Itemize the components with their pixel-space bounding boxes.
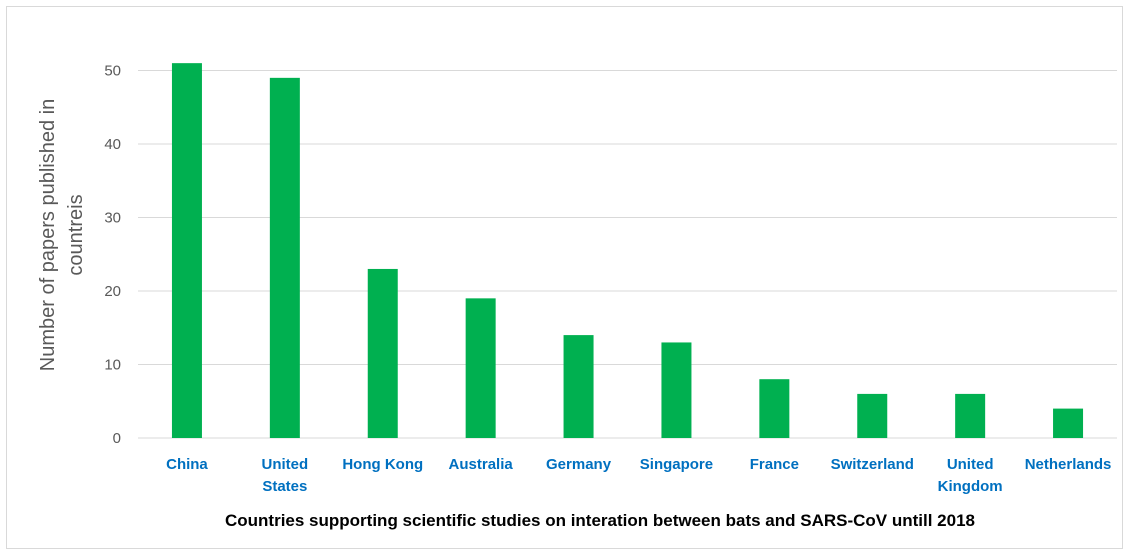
y-axis-title: Number of papers published in countreis xyxy=(37,99,87,371)
bar xyxy=(269,77,300,438)
y-tick-label: 20 xyxy=(104,283,121,300)
bars xyxy=(171,63,1084,439)
x-category-label: Hong Kong xyxy=(342,456,423,473)
gridlines xyxy=(138,70,1117,439)
y-tick-label: 10 xyxy=(104,357,121,374)
bar xyxy=(465,298,496,438)
bar xyxy=(171,63,202,439)
x-category-label: Switzerland xyxy=(831,456,914,473)
bar xyxy=(661,342,692,438)
x-category-label: Germany xyxy=(546,456,612,473)
x-category-label: United States xyxy=(262,456,309,495)
x-category-label: United Kingdom xyxy=(938,456,1003,495)
bar xyxy=(857,393,888,438)
y-tick-label: 50 xyxy=(104,63,121,80)
x-category-label: France xyxy=(750,456,799,473)
bar xyxy=(367,268,398,438)
bar xyxy=(1053,408,1084,438)
bar xyxy=(563,335,594,438)
x-category-label: Singapore xyxy=(640,456,713,473)
y-tick-label: 30 xyxy=(104,210,121,227)
y-tick-label: 0 xyxy=(113,430,121,447)
x-category-label: Netherlands xyxy=(1025,456,1112,473)
bar xyxy=(759,379,790,438)
x-axis-categories: China United States Hong Kong Australia Germa… xyxy=(166,456,1111,495)
bar xyxy=(955,393,986,438)
y-axis-ticks: 0 10 20 30 40 50 xyxy=(104,63,121,448)
x-category-label: China xyxy=(166,456,208,473)
x-category-label: Australia xyxy=(449,456,514,473)
y-tick-label: 40 xyxy=(104,136,121,153)
x-axis-title: Countries supporting scientific studies … xyxy=(225,511,975,530)
